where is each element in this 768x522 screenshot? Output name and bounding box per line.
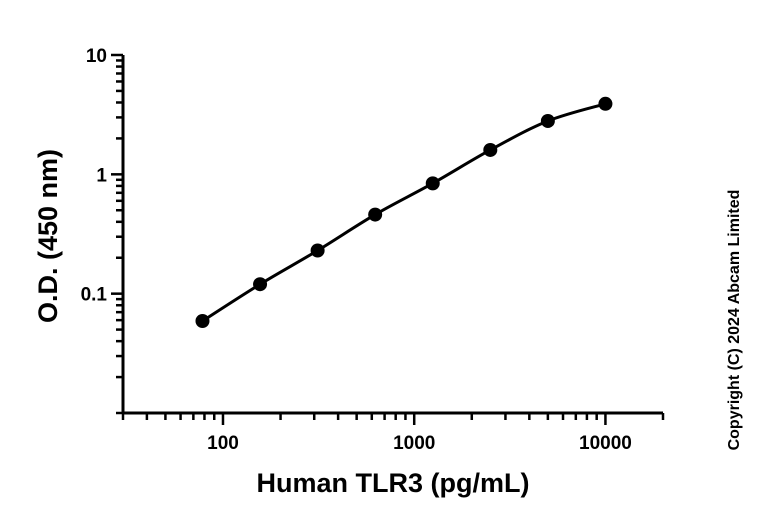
copyright-notice: Copyright (C) 2024 Abcam Limited	[726, 190, 743, 451]
data-point	[540, 113, 555, 128]
data-point	[483, 142, 498, 157]
data-point	[425, 176, 440, 191]
y-tick-label: 10	[86, 46, 107, 67]
data-point	[195, 314, 210, 329]
x-tick-label: 1000	[393, 433, 435, 454]
y-tick-label: 0.1	[81, 285, 108, 306]
x-axis-title: Human TLR3 (pg/mL)	[257, 468, 530, 498]
data-point	[598, 96, 613, 111]
data-point	[253, 277, 268, 292]
x-tick-label: 10000	[579, 433, 632, 454]
data-point	[310, 243, 325, 258]
y-tick-label: 1	[96, 165, 107, 186]
data-points	[195, 96, 613, 329]
x-tick-label: 100	[207, 433, 239, 454]
data-point	[368, 207, 383, 222]
tick-labels: 100 1000 10000 0.1 1 10	[81, 46, 632, 454]
y-axis-title: O.D. (450 nm)	[33, 149, 63, 323]
ticks	[111, 53, 665, 425]
